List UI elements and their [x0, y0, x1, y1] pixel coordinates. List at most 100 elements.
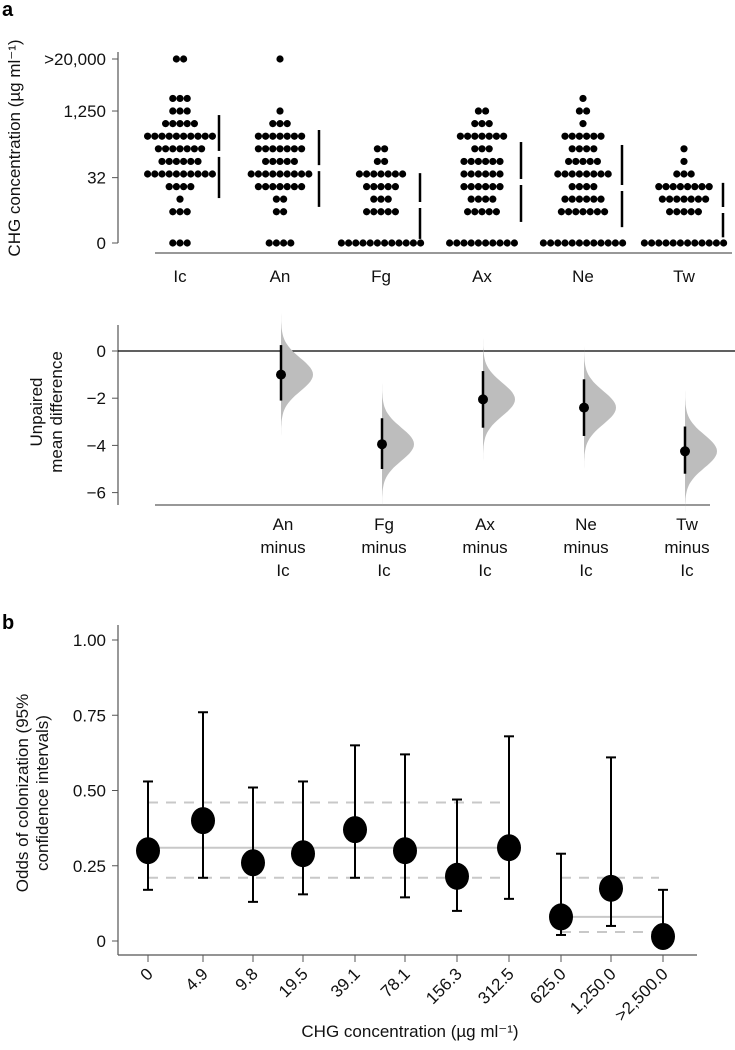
y-tick-label: 1,250 — [63, 102, 106, 121]
data-point — [510, 239, 518, 247]
data-point — [673, 195, 681, 203]
x-tick-label: Ax — [475, 515, 495, 534]
data-point — [165, 157, 173, 166]
data-point — [187, 170, 195, 178]
data-point — [568, 170, 576, 178]
data-point — [687, 170, 695, 178]
data-point — [190, 145, 198, 153]
data-point — [283, 120, 291, 128]
data-point — [712, 239, 721, 247]
bootstrap-distribution — [685, 375, 717, 527]
mean-difference-point — [478, 394, 488, 405]
data-point — [276, 132, 284, 140]
data-point — [568, 145, 576, 153]
data-point — [474, 195, 482, 203]
data-point — [194, 170, 202, 178]
x-tick-label: >2,500.0 — [611, 964, 672, 1025]
data-point — [673, 208, 681, 216]
data-point — [283, 183, 291, 191]
data-point — [176, 107, 184, 115]
data-point — [478, 132, 486, 140]
data-point — [363, 208, 371, 216]
data-point — [402, 239, 410, 247]
data-point — [198, 145, 206, 153]
data-point — [467, 195, 475, 203]
bootstrap-distribution — [281, 299, 313, 451]
data-point — [554, 170, 562, 178]
data-point — [254, 145, 262, 153]
data-point — [658, 195, 667, 203]
y-tick-label: −2 — [87, 389, 106, 408]
x-tick-label: 4.9 — [182, 964, 212, 994]
y-tick-label: 0.50 — [73, 782, 106, 801]
data-point — [194, 157, 202, 166]
x-tick-label: Ne — [575, 515, 597, 534]
data-point — [485, 132, 493, 140]
data-point — [446, 239, 454, 247]
data-point — [583, 145, 591, 153]
data-point — [482, 170, 490, 178]
data-point — [269, 157, 277, 166]
data-point — [262, 170, 270, 178]
data-point — [180, 55, 188, 63]
y-tick-label: 0 — [97, 234, 106, 253]
data-point — [290, 183, 298, 191]
data-point — [381, 239, 389, 247]
data-point — [276, 107, 284, 115]
data-point — [290, 145, 298, 153]
bootstrap-distribution — [483, 323, 515, 475]
data-point — [169, 107, 177, 115]
data-point — [691, 239, 699, 247]
data-point — [590, 132, 598, 140]
data-point — [180, 157, 188, 166]
data-point — [144, 170, 152, 178]
data-point — [262, 145, 270, 153]
data-point — [247, 170, 255, 178]
data-point — [575, 145, 584, 153]
data-point — [460, 170, 468, 178]
odds-point — [136, 837, 160, 865]
data-point — [575, 132, 584, 140]
data-point — [590, 239, 598, 247]
data-point — [687, 208, 695, 216]
data-point — [276, 120, 284, 128]
odds-point — [343, 816, 367, 844]
data-point — [590, 183, 598, 191]
data-point — [395, 239, 403, 247]
data-point — [208, 132, 216, 140]
data-point — [283, 145, 291, 153]
data-point — [684, 183, 692, 191]
data-point — [144, 132, 152, 140]
data-point — [287, 239, 295, 247]
data-point — [684, 239, 692, 247]
data-point — [254, 170, 262, 178]
data-point — [460, 157, 468, 166]
data-point — [583, 107, 591, 115]
data-point — [280, 195, 288, 203]
data-point — [478, 120, 486, 128]
y-tick-label: 0 — [97, 342, 106, 361]
x-tick-label: Ax — [472, 267, 492, 286]
x-tick-label: Ic — [579, 561, 593, 580]
data-point — [201, 132, 209, 140]
data-point — [583, 132, 591, 140]
data-point — [579, 94, 587, 103]
data-point — [648, 239, 656, 247]
x-tick-label: 19.5 — [275, 964, 312, 1001]
data-point — [662, 239, 670, 247]
data-point — [290, 157, 298, 166]
y-tick-label: −4 — [87, 436, 106, 455]
data-point — [611, 239, 620, 247]
data-point — [583, 239, 591, 247]
y-tick-label: 0.75 — [73, 706, 106, 725]
data-point — [471, 132, 479, 140]
x-tick-label: Ic — [173, 267, 187, 286]
data-point — [172, 132, 180, 140]
y-axis-label-line1: Odds of colonization (95% — [13, 694, 32, 892]
odds-point — [291, 840, 315, 868]
data-point — [254, 132, 262, 140]
data-point — [575, 183, 584, 191]
data-point — [151, 132, 159, 140]
data-point — [269, 183, 277, 191]
data-point — [676, 183, 685, 191]
